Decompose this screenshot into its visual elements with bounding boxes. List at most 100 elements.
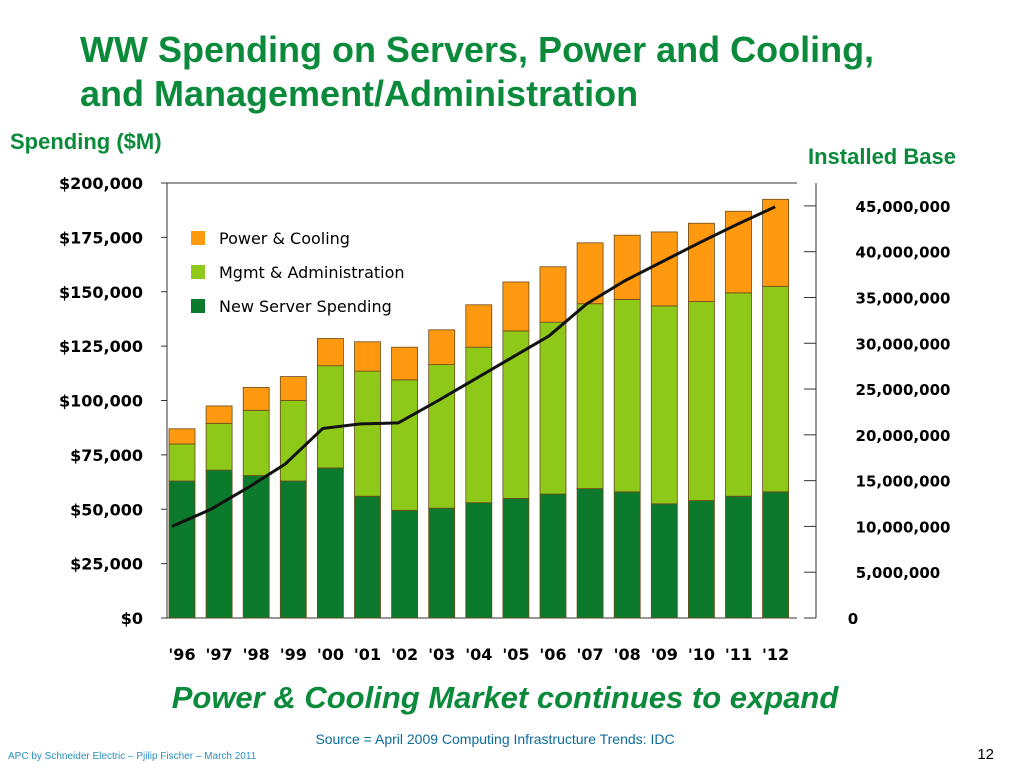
legend-swatch bbox=[191, 231, 205, 245]
new-server-bar bbox=[725, 495, 752, 619]
mgmt-admin-bar bbox=[354, 370, 381, 497]
legend-swatch bbox=[191, 265, 205, 279]
tagline: Power & Cooling Market continues to expa… bbox=[171, 680, 839, 715]
right-tick-label: 10,000,000 bbox=[856, 518, 951, 536]
left-tick-label: $25,000 bbox=[70, 555, 143, 574]
slide-title: WW Spending on Servers, Power and Coolin… bbox=[80, 28, 1010, 116]
title-line-1: WW Spending on Servers, Power and Coolin… bbox=[80, 29, 875, 70]
right-tick-label: 20,000,000 bbox=[856, 427, 951, 445]
left-tick-label: $150,000 bbox=[59, 283, 143, 302]
x-tick-label: '99 bbox=[280, 645, 307, 664]
new-server-bar bbox=[539, 493, 567, 619]
new-server-bar bbox=[242, 475, 270, 619]
power-cooling-bar bbox=[242, 387, 270, 411]
power-cooling-bar bbox=[502, 281, 530, 332]
x-tick-label: '08 bbox=[614, 645, 641, 664]
x-tick-label: '10 bbox=[688, 645, 715, 664]
right-tick-label: 25,000,000 bbox=[856, 381, 951, 399]
mgmt-admin-bar bbox=[391, 379, 419, 511]
x-tick-label: '04 bbox=[465, 645, 492, 664]
power-cooling-bar bbox=[613, 234, 641, 300]
mgmt-admin-bar bbox=[762, 285, 789, 493]
new-server-bar bbox=[391, 509, 419, 619]
left-tick-label: $0 bbox=[121, 609, 143, 628]
new-server-bar bbox=[279, 480, 307, 619]
power-cooling-bar bbox=[576, 242, 604, 305]
mgmt-admin-bar bbox=[316, 365, 344, 469]
mgmt-admin-bar bbox=[168, 443, 196, 482]
new-server-bar bbox=[650, 503, 678, 619]
new-server-bar bbox=[465, 502, 493, 619]
legend-swatch bbox=[191, 299, 205, 313]
mgmt-admin-bar bbox=[725, 292, 752, 497]
right-tick-label: 40,000,000 bbox=[856, 244, 951, 262]
new-server-bar bbox=[428, 507, 456, 619]
right-tick-label: 30,000,000 bbox=[856, 335, 951, 353]
installed-base-line bbox=[171, 205, 776, 528]
x-tick-label: '12 bbox=[762, 645, 789, 664]
page-number: 12 bbox=[977, 746, 994, 763]
mgmt-admin-bar bbox=[688, 301, 715, 501]
x-tick-label: '11 bbox=[725, 645, 752, 664]
legend-label: Power & Cooling bbox=[219, 229, 350, 248]
mgmt-admin-bar bbox=[205, 422, 233, 471]
mgmt-admin-bar bbox=[613, 298, 641, 493]
x-tick-label: '01 bbox=[354, 645, 381, 664]
power-cooling-bar bbox=[354, 341, 381, 372]
new-server-bar bbox=[354, 495, 381, 619]
left-tick-label: $175,000 bbox=[59, 228, 143, 247]
x-tick-label: '03 bbox=[428, 645, 455, 664]
new-server-bar bbox=[168, 480, 196, 619]
left-tick-label: $50,000 bbox=[70, 500, 143, 519]
power-cooling-bar bbox=[465, 304, 493, 348]
right-tick-label: 5,000,000 bbox=[856, 564, 940, 582]
legend-label: New Server Spending bbox=[219, 297, 392, 316]
new-server-bar bbox=[316, 467, 344, 619]
footer-text: APC by Schneider Electric – Pjilip Fisch… bbox=[8, 751, 257, 762]
legend-label: Mgmt & Administration bbox=[219, 263, 405, 282]
power-cooling-bar bbox=[539, 266, 567, 323]
title-line-2: and Management/Administration bbox=[80, 73, 639, 114]
right-axis-label: Installed Base bbox=[808, 144, 956, 169]
x-tick-label: '05 bbox=[502, 645, 529, 664]
x-tick-label: '97 bbox=[206, 645, 233, 664]
new-server-bar bbox=[762, 491, 789, 619]
x-tick-label: '96 bbox=[168, 645, 195, 664]
power-cooling-bar bbox=[391, 346, 419, 381]
new-server-bar bbox=[205, 469, 233, 619]
x-tick-label: '09 bbox=[651, 645, 678, 664]
x-tick-label: '02 bbox=[391, 645, 418, 664]
right-tick-label: 15,000,000 bbox=[856, 473, 951, 491]
left-tick-label: $125,000 bbox=[59, 337, 143, 356]
mgmt-admin-bar bbox=[576, 303, 604, 489]
power-cooling-bar bbox=[205, 405, 233, 424]
mgmt-admin-bar bbox=[279, 400, 307, 482]
mgmt-admin-bar bbox=[242, 409, 270, 476]
new-server-bar bbox=[502, 497, 530, 619]
right-tick-label: 0 bbox=[848, 610, 858, 628]
mgmt-admin-bar bbox=[428, 364, 456, 509]
power-cooling-bar bbox=[762, 198, 789, 287]
right-tick-label: 35,000,000 bbox=[856, 289, 951, 307]
x-tick-label: '00 bbox=[317, 645, 344, 664]
power-cooling-bar bbox=[428, 329, 456, 366]
x-tick-label: '06 bbox=[539, 645, 566, 664]
x-tick-label: '98 bbox=[243, 645, 270, 664]
right-tick-label: 45,000,000 bbox=[856, 198, 951, 216]
new-server-bar bbox=[688, 500, 715, 619]
source-note: Source = April 2009 Computing Infrastruc… bbox=[315, 731, 675, 747]
power-cooling-bar bbox=[316, 338, 344, 367]
left-tick-label: $75,000 bbox=[70, 446, 143, 465]
mgmt-admin-bar bbox=[539, 321, 567, 495]
mgmt-admin-bar bbox=[650, 305, 678, 505]
new-server-bar bbox=[576, 488, 604, 619]
left-tick-label: $200,000 bbox=[59, 174, 143, 193]
new-server-bar bbox=[613, 491, 641, 619]
power-cooling-bar bbox=[168, 428, 196, 445]
power-cooling-bar bbox=[650, 231, 678, 307]
left-tick-label: $100,000 bbox=[59, 392, 143, 411]
x-tick-label: '07 bbox=[577, 645, 604, 664]
power-cooling-bar bbox=[279, 376, 307, 401]
left-axis-label: Spending ($M) bbox=[10, 129, 162, 154]
